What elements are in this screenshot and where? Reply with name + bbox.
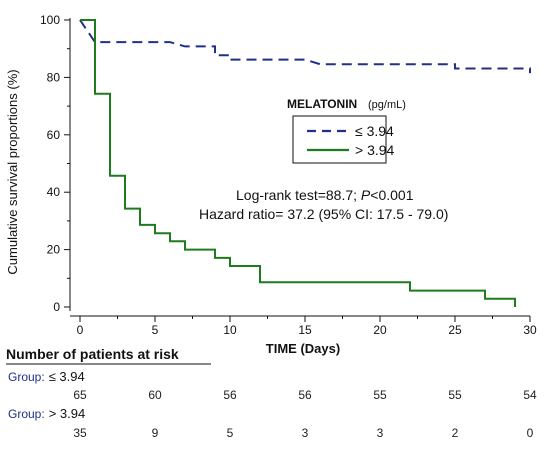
risk-count: 0: [527, 426, 534, 440]
legend-entry-low: ≤ 3.94: [355, 123, 394, 139]
risk-count: 60: [148, 388, 162, 402]
risk-group-high-prefix: Group:: [8, 407, 45, 421]
risk-count: 9: [152, 426, 159, 440]
risk-count: 54: [523, 388, 537, 402]
risk-group-high-value: > 3.94: [49, 406, 86, 421]
x-tick-label: 10: [223, 323, 237, 337]
p-label: P: [361, 187, 371, 203]
logrank-annotation: Log-rank test=88.7; P<0.001: [236, 187, 414, 203]
y-tick-label: 60: [47, 128, 61, 142]
legend-title: MELATONIN: [287, 97, 357, 111]
y-tick-label: 80: [47, 70, 61, 84]
y-tick-label: 0: [53, 300, 60, 314]
x-tick-label: 20: [373, 323, 387, 337]
risk-count: 65: [73, 388, 87, 402]
x-tick-label: 0: [77, 323, 84, 337]
risk-group-high-label: Group: > 3.94: [8, 406, 85, 421]
risk-count: 55: [448, 388, 462, 402]
axes: 0 20 40 60 80 100 0 5 10 15 20 25 30: [40, 13, 537, 337]
risk-count: 56: [223, 388, 237, 402]
x-tick-label: 30: [523, 323, 537, 337]
x-tick-label: 25: [448, 323, 462, 337]
y-tick-label: 100: [40, 13, 60, 27]
risk-count: 55: [373, 388, 387, 402]
risk-row-high: 35 9 5 3 3 2 0: [73, 426, 533, 440]
y-tick-label: 20: [47, 243, 61, 257]
risk-row-low: 65 60 56 56 55 55 54: [73, 388, 537, 402]
risk-count: 3: [302, 426, 309, 440]
y-tick-label: 40: [47, 185, 61, 199]
legend: MELATONIN (pg/mL) ≤ 3.94 > 3.94: [287, 97, 406, 164]
x-tick-label: 15: [298, 323, 312, 337]
risk-count: 35: [73, 426, 87, 440]
risk-group-low-label: Group: ≤ 3.94: [8, 369, 85, 384]
x-tick-label: 5: [152, 323, 159, 337]
risk-count: 2: [452, 426, 459, 440]
risk-count: 3: [377, 426, 384, 440]
risk-count: 5: [227, 426, 234, 440]
survival-curve-high: [80, 19, 516, 307]
legend-entry-high: > 3.94: [355, 142, 395, 158]
p-value: <0.001: [370, 187, 413, 203]
legend-unit: (pg/mL): [368, 99, 406, 111]
x-axis-title: TIME (Days): [266, 341, 340, 356]
risk-count: 56: [298, 388, 312, 402]
risk-table-title: Number of patients at risk: [6, 346, 179, 362]
logrank-text: Log-rank test=88.7;: [236, 187, 361, 203]
hazard-annotation: Hazard ratio= 37.2 (95% CI: 17.5 - 79.0): [199, 206, 448, 222]
survival-curve-low: [79, 19, 531, 74]
risk-group-low-value: ≤ 3.94: [49, 369, 85, 384]
series-layer: [79, 19, 531, 307]
legend-box: [292, 115, 387, 164]
y-axis-title: Cumulative survival proportions (%): [5, 69, 20, 274]
risk-group-low-prefix: Group:: [8, 370, 45, 384]
